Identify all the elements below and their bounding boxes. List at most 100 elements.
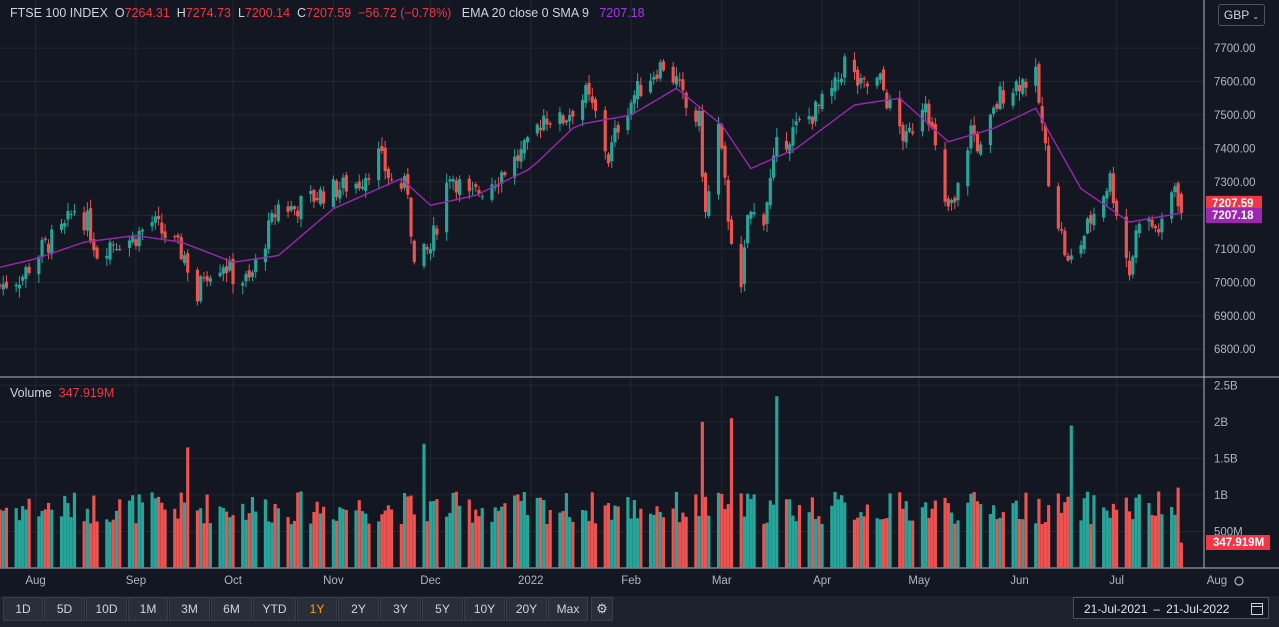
volume-bar [360,511,365,568]
range-button-20y[interactable]: 20Y [506,597,547,621]
currency-select[interactable]: GBP ⌄ [1218,4,1265,26]
volume-bar [610,519,614,568]
candle [1170,192,1174,219]
volume-bar [707,515,711,568]
candle [105,255,109,259]
price-volume-chart[interactable]: 6800.006900.007000.007100.007200.007300.… [0,0,1279,596]
time-tick-label: Mar [712,575,732,587]
candle [694,110,698,122]
volume-bar [357,500,361,568]
candle [0,285,2,287]
range-button-1y[interactable]: 1Y [297,597,337,621]
candle [37,256,41,275]
volume-bar [814,519,818,568]
candle [1001,90,1005,104]
sun-icon[interactable] [1234,576,1244,586]
volume-bar [24,509,28,568]
volume-bar [241,503,245,568]
date-range-picker[interactable]: 21-Jul-2021–21-Jul-2022 [1073,597,1269,619]
volume-bar [422,443,426,568]
time-tick-label: Aug [25,575,45,587]
volume-bar [1153,515,1158,568]
candle [428,248,433,254]
volume-bar [470,522,475,568]
chart-background [0,0,1279,596]
volume-label[interactable]: Volume [10,386,52,400]
candle [383,147,387,172]
candle [1060,229,1064,231]
candle [542,115,546,130]
candle [581,100,585,120]
volume-bar [367,523,371,568]
time-tick-label: Jul [1109,575,1124,587]
range-button-6m[interactable]: 6M [211,597,252,621]
volume-bar [428,501,433,568]
volume-tick-label: 2B [1214,417,1228,429]
candle [700,110,704,177]
volume-bar [519,500,523,568]
volume-bar [885,518,889,568]
volume-bar [927,517,931,568]
candle [111,244,115,246]
candle [445,182,449,233]
candle [568,115,572,122]
volume-bar [684,516,688,568]
range-button-5d[interactable]: 5D [44,597,85,621]
candle [911,131,915,134]
range-button-3y[interactable]: 3Y [380,597,421,621]
candle [817,104,821,107]
volume-bar [1160,514,1164,568]
range-button-1d[interactable]: 1D [3,597,43,621]
volume-bar [629,518,633,568]
candle [173,236,177,238]
candle [66,211,70,220]
candle [593,99,598,111]
volume-bar [195,510,200,568]
time-tick-label: Sep [126,575,146,587]
range-button-3m[interactable]: 3M [169,597,210,621]
volume-bar [581,510,585,568]
candle [658,62,662,79]
candle [716,123,721,195]
volume-bar [995,519,999,568]
volume-bar [852,519,857,568]
candle [794,121,798,126]
volume-bar [674,491,679,568]
range-button-2y[interactable]: 2Y [338,597,379,621]
candle [839,78,844,83]
candle [140,229,144,232]
range-button-10y[interactable]: 10Y [464,597,505,621]
volume-tick-label: 1B [1214,490,1228,502]
range-button-10d[interactable]: 10D [86,597,127,621]
indicator-name[interactable]: EMA 20 close 0 SMA 9 [461,6,589,20]
candle [752,212,756,215]
range-button-1m[interactable]: 1M [128,597,168,621]
gear-icon[interactable]: ⚙ [591,597,613,621]
volume-bar [1134,497,1138,568]
range-button-5y[interactable]: 5Y [422,597,463,621]
candle [684,92,688,108]
volume-last-label: 347.919M [1213,537,1264,549]
candle [360,186,365,189]
volume-bar [564,493,568,568]
range-button-max[interactable]: Max [548,597,588,621]
volume-bar [636,518,640,568]
volume-legend: Volume 347.919M [10,386,114,400]
volume-bar [273,503,277,568]
volume-bar [862,516,866,568]
candle [409,197,413,237]
candle [1017,84,1022,92]
candle [843,56,847,78]
candle [1043,125,1047,144]
range-button-ytd[interactable]: YTD [253,597,296,621]
price-tick-label: 6800.00 [1214,344,1256,356]
price-tick-label: 7500.00 [1214,110,1256,122]
candle [681,79,685,91]
candle [836,80,840,82]
volume-tick-label: 2.5B [1214,380,1238,392]
candle [946,198,950,207]
volume-bar [1017,519,1022,568]
volume-bar [331,519,335,568]
candle [966,150,970,187]
candle [386,168,390,178]
